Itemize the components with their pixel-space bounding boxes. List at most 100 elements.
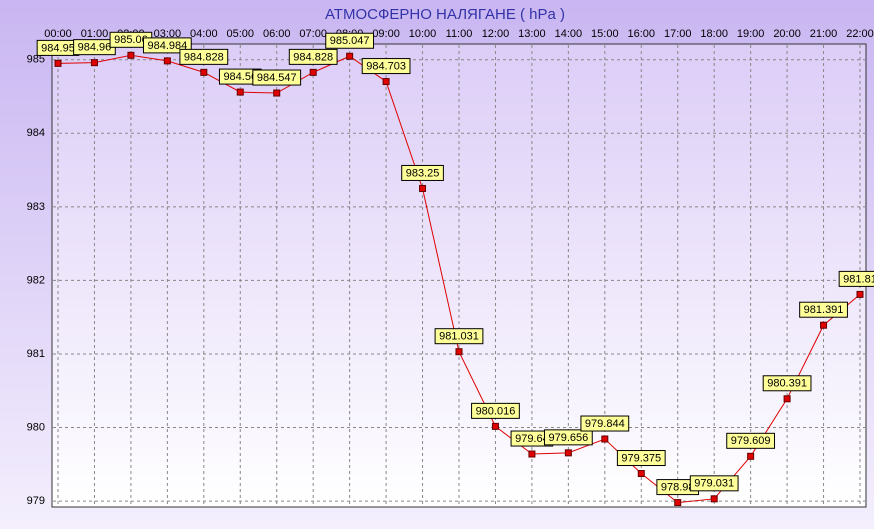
x-tick-label: 07:00 [299, 28, 327, 40]
x-tick-label: 15:00 [591, 28, 619, 40]
data-label: 984.828 [288, 48, 338, 65]
marker [747, 452, 755, 460]
label-text: 984.95 [41, 42, 75, 54]
label-text: 981.031 [439, 331, 479, 343]
data-label: 984.703 [361, 58, 411, 75]
marker [528, 450, 536, 458]
label-text: 985.047 [330, 35, 370, 47]
y-tick-label: 983 [27, 201, 45, 213]
chart-title: АТМОСФЕРНО НАЛЯГАНЕ ( hPa ) [325, 6, 565, 23]
label-text: 980.016 [476, 405, 516, 417]
x-tick-label: 06:00 [263, 28, 291, 40]
x-tick-label: 09:00 [372, 28, 400, 40]
marker [820, 321, 828, 329]
label-text: 979.609 [731, 435, 771, 447]
label-box [799, 301, 848, 318]
label-text: 979.656 [548, 432, 588, 444]
x-tick-label: 20:00 [773, 28, 801, 40]
x-tick-label: 01:00 [81, 28, 109, 40]
x-tick-label: 17:00 [664, 28, 692, 40]
data-label: 984.547 [252, 69, 302, 86]
label-text: 979.375 [621, 452, 661, 464]
data-label: 979.031 [689, 475, 739, 492]
marker [674, 499, 682, 507]
marker [856, 290, 864, 298]
label-text: 984.96 [78, 42, 112, 54]
marker [455, 348, 463, 356]
data-label: 979.656 [543, 429, 593, 446]
data-label: 980.016 [471, 402, 520, 419]
x-tick-label: 19:00 [737, 28, 765, 40]
data-label: 983.25 [401, 164, 444, 181]
label-box [726, 432, 776, 449]
label-text: 984.56 [223, 71, 257, 83]
marker [236, 88, 244, 96]
marker [382, 78, 390, 86]
marker [273, 89, 281, 97]
data-label: 984.96 [73, 39, 116, 56]
label-box [142, 37, 192, 54]
label-text: 985.06 [114, 34, 148, 46]
label-box [434, 328, 484, 345]
data-label: 979.375 [616, 450, 666, 467]
label-text: 983.25 [406, 167, 440, 179]
label-text: 979.031 [694, 478, 734, 490]
label-box [543, 429, 593, 446]
label-box [361, 58, 411, 75]
data-label: 984.56 [218, 68, 262, 85]
label-text: 984.828 [184, 51, 224, 63]
label-text: 981.81 [843, 273, 874, 285]
x-tick-label: 12:00 [482, 28, 510, 40]
label-text: 980.391 [767, 378, 807, 390]
label-text: 984.828 [293, 51, 333, 63]
marker [127, 51, 135, 59]
y-tick-label: 981 [27, 348, 45, 360]
x-tick-label: 10:00 [409, 28, 437, 40]
label-text: 984.703 [366, 60, 406, 72]
label-text: 978.98 [661, 481, 695, 493]
marker [163, 57, 171, 65]
x-tick-label: 22:00 [846, 28, 874, 40]
y-tick-label: 980 [27, 421, 45, 433]
x-tick-label: 18:00 [700, 28, 728, 40]
marker [419, 184, 427, 192]
data-label: 980.391 [762, 375, 812, 392]
x-tick-label: 03:00 [154, 28, 182, 40]
data-label: 984.95 [36, 39, 80, 56]
marker [564, 449, 572, 457]
data-label: 981.391 [799, 301, 848, 318]
label-box [179, 48, 229, 65]
y-tick-label: 985 [27, 54, 45, 66]
marker [637, 470, 645, 478]
marker [346, 52, 354, 60]
label-text: 979.844 [585, 418, 625, 430]
data-label: 985.047 [325, 32, 375, 49]
x-tick-label: 13:00 [518, 28, 546, 40]
x-tick-label: 04:00 [190, 28, 218, 40]
marker [710, 495, 718, 503]
x-tick-label: 21:00 [810, 28, 838, 40]
marker [783, 395, 791, 403]
label-box [325, 32, 375, 49]
data-label: 984.984 [142, 37, 192, 54]
label-box [838, 270, 874, 287]
y-tick-label: 982 [27, 274, 45, 286]
data-label: 978.98 [656, 479, 700, 496]
data-label: 985.06 [109, 31, 153, 48]
label-box [288, 48, 338, 65]
x-tick-label: 05:00 [227, 28, 255, 40]
marker [200, 68, 208, 76]
data-label: 981.81 [838, 270, 874, 287]
x-tick-label: 00:00 [44, 28, 72, 40]
marker [601, 435, 609, 443]
x-tick-label: 16:00 [628, 28, 656, 40]
data-label: 979.844 [580, 415, 630, 432]
plot: 97998098198298398498500:0001:0002:0003:0… [27, 28, 874, 507]
label-box [616, 450, 666, 467]
data-label: 979.609 [726, 432, 776, 449]
data-label: 981.031 [434, 328, 484, 345]
label-box [401, 164, 444, 181]
data-label: 984.828 [179, 48, 229, 65]
label-box [762, 375, 812, 392]
